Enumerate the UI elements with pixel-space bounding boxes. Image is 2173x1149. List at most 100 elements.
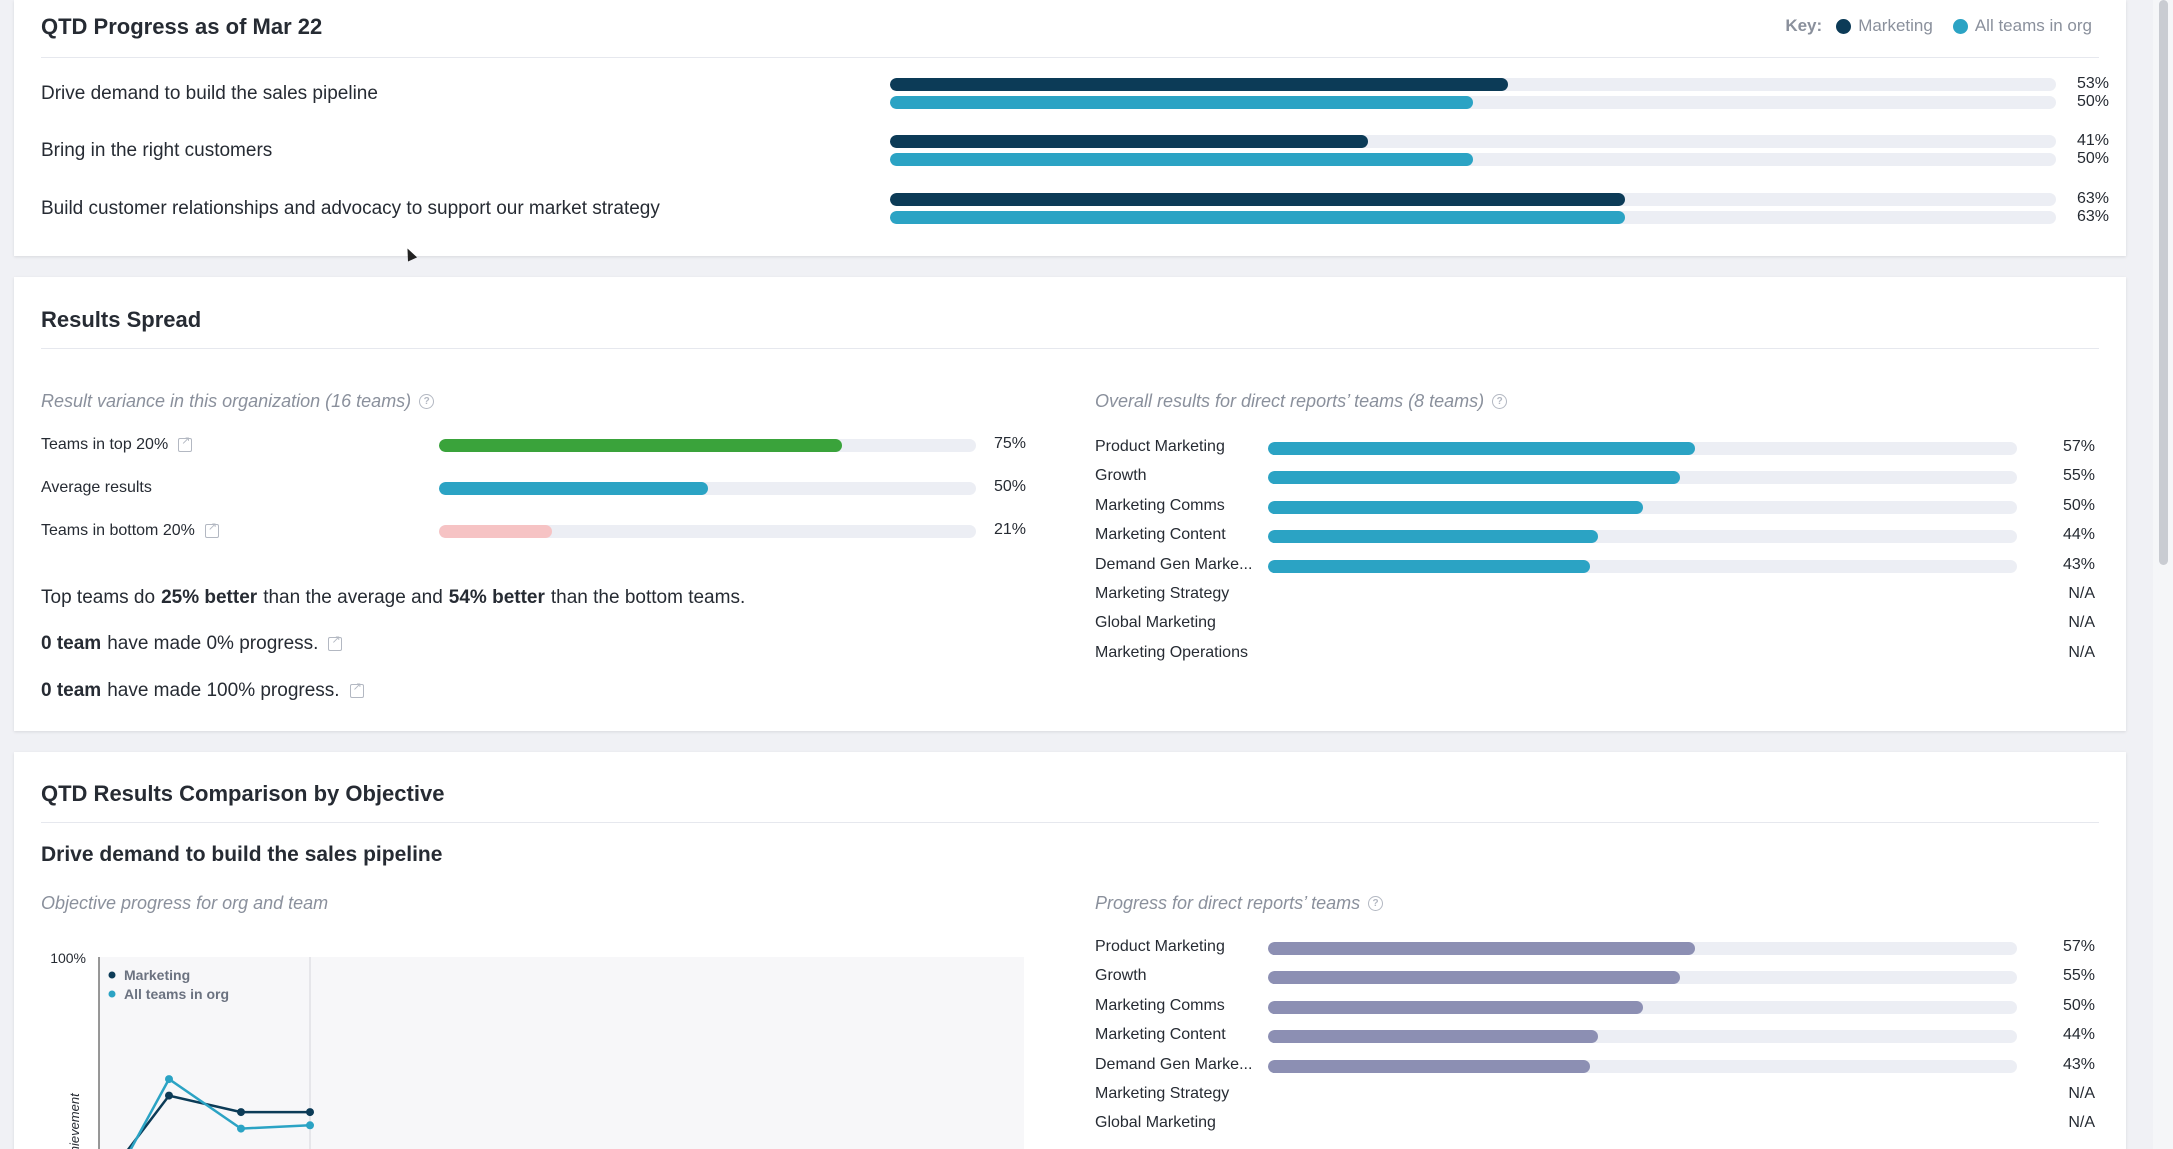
team-percent: 44% [2062, 526, 2095, 544]
team-percent: 44% [2062, 1026, 2095, 1044]
help-icon[interactable]: ? [1368, 896, 1384, 911]
team-percent: 43% [2062, 1055, 2095, 1073]
team-label[interactable]: Product Marketing [1095, 438, 1225, 455]
team-label[interactable]: Marketing Strategy [1095, 1085, 1230, 1102]
team-row[interactable]: Marketing Strategy N/A [1095, 1081, 2095, 1110]
marketing-bar-fill [890, 78, 1508, 91]
comparison-sentence: Top teams do 25% better than the average… [41, 587, 745, 609]
series-line [129, 1077, 311, 1149]
team-bar [1268, 942, 2017, 955]
help-icon[interactable]: ? [419, 394, 435, 409]
team-row[interactable]: Demand Gen Marke... 43% [1095, 552, 2095, 581]
team-label[interactable]: Marketing Content [1095, 526, 1226, 544]
series-point [306, 1108, 314, 1117]
variance-bar [439, 439, 976, 452]
results-spread-card: Results Spread Result variance in this o… [14, 277, 2126, 731]
team-label[interactable]: Product Marketing [1095, 938, 1225, 955]
team-row[interactable]: Marketing Strategy N/A [1095, 581, 2095, 610]
plot-area [99, 957, 1024, 1149]
results-spread-title: Results Spread [41, 307, 202, 332]
sentence-text: Top teams do [41, 587, 156, 608]
team-label[interactable]: Marketing Strategy [1095, 585, 1230, 602]
scrollbar-thumb[interactable] [2159, 0, 2168, 565]
all-teams-bar-fill [890, 153, 1473, 166]
team-bar [1268, 1000, 2017, 1014]
external-link-icon[interactable] [204, 520, 219, 538]
team-row[interactable]: Product Marketing 57% [1095, 434, 2095, 463]
team-percent: N/A [2068, 614, 2095, 632]
external-link-icon[interactable] [328, 633, 343, 651]
team-label[interactable]: Marketing Content [1095, 1026, 1226, 1044]
team-bar [1268, 530, 2017, 544]
key-item-all-teams: All teams in org [1952, 16, 2092, 36]
team-row[interactable]: Global Marketing N/A [1095, 1110, 2095, 1139]
team-bar [1268, 971, 2017, 985]
variance-bar-fill [439, 525, 552, 538]
key-all-label: All teams in org [1974, 16, 2092, 35]
comparison-title: QTD Results Comparison by Objective [41, 781, 445, 806]
team-label[interactable]: Global Marketing [1095, 1114, 1216, 1132]
objective-progress-chart: 100% achievement Marketing All teams in org [34, 937, 1024, 1149]
marketing-bar [890, 78, 2056, 91]
variance-row-average: Average results 50% [41, 475, 1041, 505]
sentence-bold: 25% better [161, 587, 258, 608]
team-row[interactable]: Product Marketing 57% [1095, 934, 2095, 963]
team-bar-fill [1268, 1030, 1598, 1044]
team-label[interactable]: Marketing Operations [1095, 643, 1248, 661]
y-tick-label: 100% [50, 950, 86, 966]
team-row[interactable]: Demand Gen Marke... 43% [1095, 1052, 2095, 1081]
team-row[interactable]: Global Marketing N/A [1095, 610, 2095, 639]
objective-heading: Drive demand to build the sales pipeline [41, 843, 443, 866]
team-label[interactable]: Growth [1095, 967, 1147, 985]
all-teams-bar [890, 211, 2056, 224]
objective-row[interactable]: Build customer relationships and advocac… [41, 190, 2126, 230]
series-point [237, 1124, 245, 1133]
team-percent: 57% [2062, 438, 2095, 455]
overall-subtitle-text: Overall results for direct reports’ team… [1095, 391, 1485, 411]
team-row[interactable]: Growth 55% [1095, 963, 2095, 992]
team-label[interactable]: Demand Gen Marke... [1095, 1055, 1253, 1073]
y-axis-label: achievement [67, 1092, 82, 1149]
team-percent: 50% [2062, 996, 2095, 1014]
sentence-text: than the average and [263, 587, 443, 608]
right-subtitle: Progress for direct reports’ teams ? [1095, 893, 1384, 914]
team-row[interactable]: Marketing Operations N/A [1095, 640, 2095, 669]
team-row[interactable]: Marketing Comms 50% [1095, 993, 2095, 1022]
sentence-bold: 0 team [41, 633, 102, 654]
team-row[interactable]: Marketing Content 44% [1095, 522, 2095, 551]
objective-label[interactable]: Bring in the right customers [41, 140, 273, 161]
team-row[interactable]: Growth 55% [1095, 463, 2095, 492]
legend-label: All teams in org [124, 986, 229, 1002]
all-teams-percent: 50% [2077, 150, 2110, 167]
team-row[interactable]: Marketing Content 44% [1095, 1022, 2095, 1051]
variance-row-bottom: Teams in bottom 20% 21% [41, 518, 1041, 548]
external-link-icon[interactable] [349, 680, 364, 698]
objective-row[interactable]: Drive demand to build the sales pipeline… [41, 75, 2126, 115]
variance-label-text: Average results [41, 479, 152, 496]
variance-bar-fill [439, 482, 708, 495]
objective-label[interactable]: Drive demand to build the sales pipeline [41, 83, 378, 104]
marketing-bar [890, 135, 2056, 148]
sentence-bold: 0 team [41, 680, 102, 701]
team-label[interactable]: Marketing Comms [1095, 496, 1225, 514]
objective-label[interactable]: Build customer relationships and advocac… [41, 198, 660, 219]
marketing-bar-fill [890, 135, 1369, 148]
divider [41, 822, 2099, 823]
team-bar [1268, 1030, 2017, 1044]
team-percent: N/A [2068, 1085, 2095, 1102]
left-subtitle-text: Objective progress for org and team [41, 893, 329, 913]
objective-row[interactable]: Bring in the right customers 41% 50% [41, 132, 2126, 172]
series-point [237, 1108, 245, 1117]
team-row[interactable]: Marketing Comms 50% [1095, 493, 2095, 522]
team-label[interactable]: Marketing Comms [1095, 996, 1225, 1014]
scrollbar[interactable] [2153, 0, 2173, 1149]
team-label[interactable]: Growth [1095, 467, 1147, 485]
left-subtitle: Objective progress for org and team [41, 893, 328, 914]
team-label[interactable]: Demand Gen Marke... [1095, 555, 1253, 573]
variance-label: Teams in top 20% [41, 434, 193, 454]
external-link-icon[interactable] [178, 434, 193, 452]
team-label[interactable]: Global Marketing [1095, 614, 1216, 632]
variance-percent: 75% [994, 435, 1027, 452]
help-icon[interactable]: ? [1492, 394, 1508, 409]
